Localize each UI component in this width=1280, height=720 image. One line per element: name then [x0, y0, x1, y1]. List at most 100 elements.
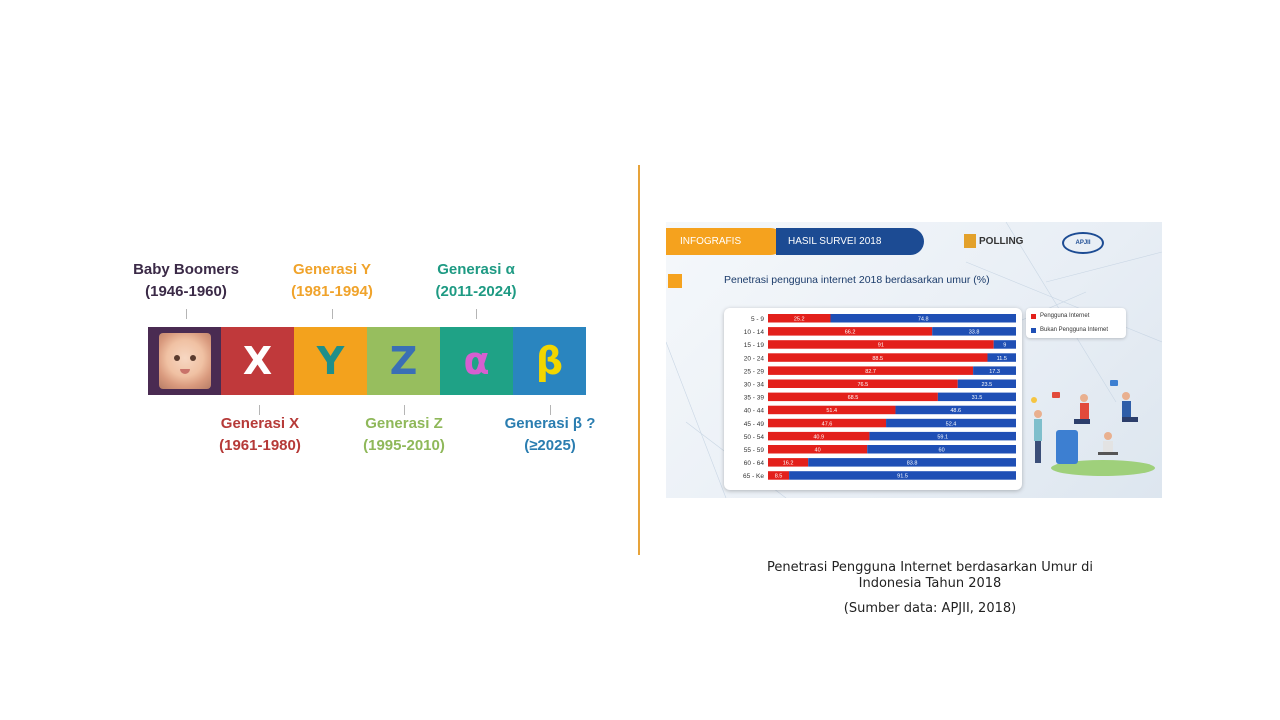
category-label: 40 - 44	[744, 408, 765, 415]
chart-legend: Pengguna Internet Bukan Pengguna Interne…	[1026, 308, 1126, 338]
segment-y: Y	[294, 327, 367, 395]
baby-photo	[148, 327, 221, 395]
legend-item-users: Pengguna Internet	[1031, 310, 1126, 322]
bar-value-label: 66.2	[845, 330, 856, 336]
bar-users	[768, 379, 958, 388]
tick	[186, 309, 187, 319]
bar-non-users	[808, 458, 1016, 467]
bar-value-label: 76.5	[858, 382, 869, 388]
polling-logo: POLLING	[964, 233, 1023, 249]
category-label: 55 - 59	[744, 447, 765, 454]
bar-value-label: 60	[939, 448, 945, 454]
bar-value-label: 47.6	[822, 421, 833, 427]
tick	[550, 405, 551, 415]
gen-years: (1981-1994)	[291, 283, 373, 300]
tick	[332, 309, 333, 319]
bar-non-users	[869, 431, 1016, 441]
bar-value-label: 88.5	[872, 356, 883, 362]
bar-value-label: 9	[1003, 343, 1006, 349]
bar-non-users	[937, 392, 1016, 402]
gen-name: Generasi Z	[365, 415, 443, 432]
category-label: 20 - 24	[744, 355, 765, 362]
bar-value-label: 83.8	[907, 461, 918, 467]
tab-infografis: INFOGRAFIS	[666, 228, 784, 255]
gen-name: Generasi Y	[292, 261, 372, 278]
segment-alpha: α	[440, 327, 513, 395]
bar-non-users	[830, 314, 1016, 323]
bar-non-users	[973, 366, 1016, 375]
bar-value-label: 40	[815, 448, 821, 454]
gen-name: Baby Boomers	[133, 261, 239, 278]
people-illustration	[1031, 380, 1155, 476]
legend-swatch	[1031, 327, 1036, 333]
bar-users	[768, 340, 994, 349]
apjii-logo: APJII	[1062, 230, 1108, 256]
legend-swatch	[1031, 313, 1036, 319]
category-label: 45 - 49	[744, 421, 765, 428]
bar-users	[768, 314, 831, 323]
figure-source: (Sumber data: APJII, 2018)	[843, 601, 1017, 616]
bar-value-label: 11.5	[997, 356, 1007, 362]
segment-x: X	[221, 327, 294, 395]
vertical-divider	[638, 165, 640, 555]
label-generasi-x: Generasi X (1961-1980)	[180, 413, 340, 457]
bar-value-label: 91.5	[897, 474, 908, 480]
bar-users	[768, 431, 870, 441]
apjii-logo-mark: APJII	[1062, 232, 1104, 254]
bar-value-label: 51.4	[826, 408, 837, 414]
bar-users	[768, 445, 868, 454]
gen-name: Generasi β ?	[504, 415, 596, 432]
bar-value-label: 82.7	[865, 369, 876, 375]
label-generasi-beta: Generasi β ? (≥2025)	[470, 413, 630, 457]
segment-beta: β	[513, 327, 586, 395]
bar-users	[768, 327, 933, 336]
bar-non-users	[987, 353, 1016, 362]
category-label: 60 - 64	[744, 460, 765, 467]
bar-value-label: 25.2	[794, 317, 805, 323]
gen-years: (1995-2010)	[363, 437, 445, 454]
category-label: 5 - 9	[751, 316, 764, 323]
generations-timeline: Baby Boomers (1946-1960) Generasi Y (198…	[120, 255, 620, 475]
bar-users	[768, 353, 988, 362]
bar-non-users	[789, 471, 1016, 480]
orange-square-marker	[668, 274, 682, 288]
bar-non-users	[867, 445, 1016, 454]
gen-name: Generasi X	[220, 415, 300, 432]
bar-value-label: 74.8	[918, 317, 929, 323]
bar-value-label: 33.8	[969, 330, 980, 336]
category-label: 25 - 29	[744, 368, 765, 375]
gen-name: Generasi α	[437, 261, 515, 278]
gen-years: (≥2025)	[524, 437, 576, 454]
bar-value-label: 48.6	[950, 408, 961, 414]
gen-years: (1946-1960)	[145, 283, 227, 300]
legend-item-non-users: Bukan Pengguna Internet	[1031, 324, 1126, 336]
bar-users	[768, 392, 938, 402]
category-label: 35 - 39	[744, 395, 765, 402]
tick	[404, 405, 405, 415]
bar-value-label: 8.5	[775, 474, 783, 480]
bar-value-label: 31.5	[972, 395, 983, 401]
generation-bar: X Y Z α β	[148, 327, 586, 395]
label-baby-boomers: Baby Boomers (1946-1960)	[106, 259, 266, 303]
bar-non-users	[895, 405, 1016, 415]
infographic: INFOGRAFIS HASIL SURVEI 2018 POLLING APJ…	[666, 222, 1162, 498]
category-label: 65 - Ke	[743, 473, 764, 480]
gen-years: (1961-1980)	[219, 437, 301, 454]
bar-users	[768, 418, 887, 428]
figure-caption: Penetrasi Pengguna Internet berdasarkan …	[730, 560, 1130, 592]
chart-panel: 5 - 9 25.2 74.8 10 - 14 66.2 33.8 15 - 19 91 9 20…	[724, 308, 1022, 490]
polling-logo-text: POLLING	[979, 235, 1024, 247]
label-generasi-z: Generasi Z (1995-2010)	[324, 413, 484, 457]
category-label: 15 - 19	[744, 342, 765, 349]
bar-users	[768, 458, 809, 467]
bar-value-label: 23.5	[982, 382, 993, 388]
bar-value-label: 91	[878, 343, 884, 349]
tick	[476, 309, 477, 319]
gen-years: (2011-2024)	[435, 283, 517, 300]
bar-chart: 5 - 9 25.2 74.8 10 - 14 66.2 33.8 15 - 19 91 9 20…	[743, 314, 1016, 480]
category-label: 50 - 54	[744, 434, 765, 441]
caption-line-1: Penetrasi Pengguna Internet berdasarkan …	[766, 560, 1094, 575]
category-label: 30 - 34	[744, 382, 765, 389]
bar-non-users	[957, 379, 1016, 388]
label-generasi-y: Generasi Y (1981-1994)	[252, 259, 412, 303]
